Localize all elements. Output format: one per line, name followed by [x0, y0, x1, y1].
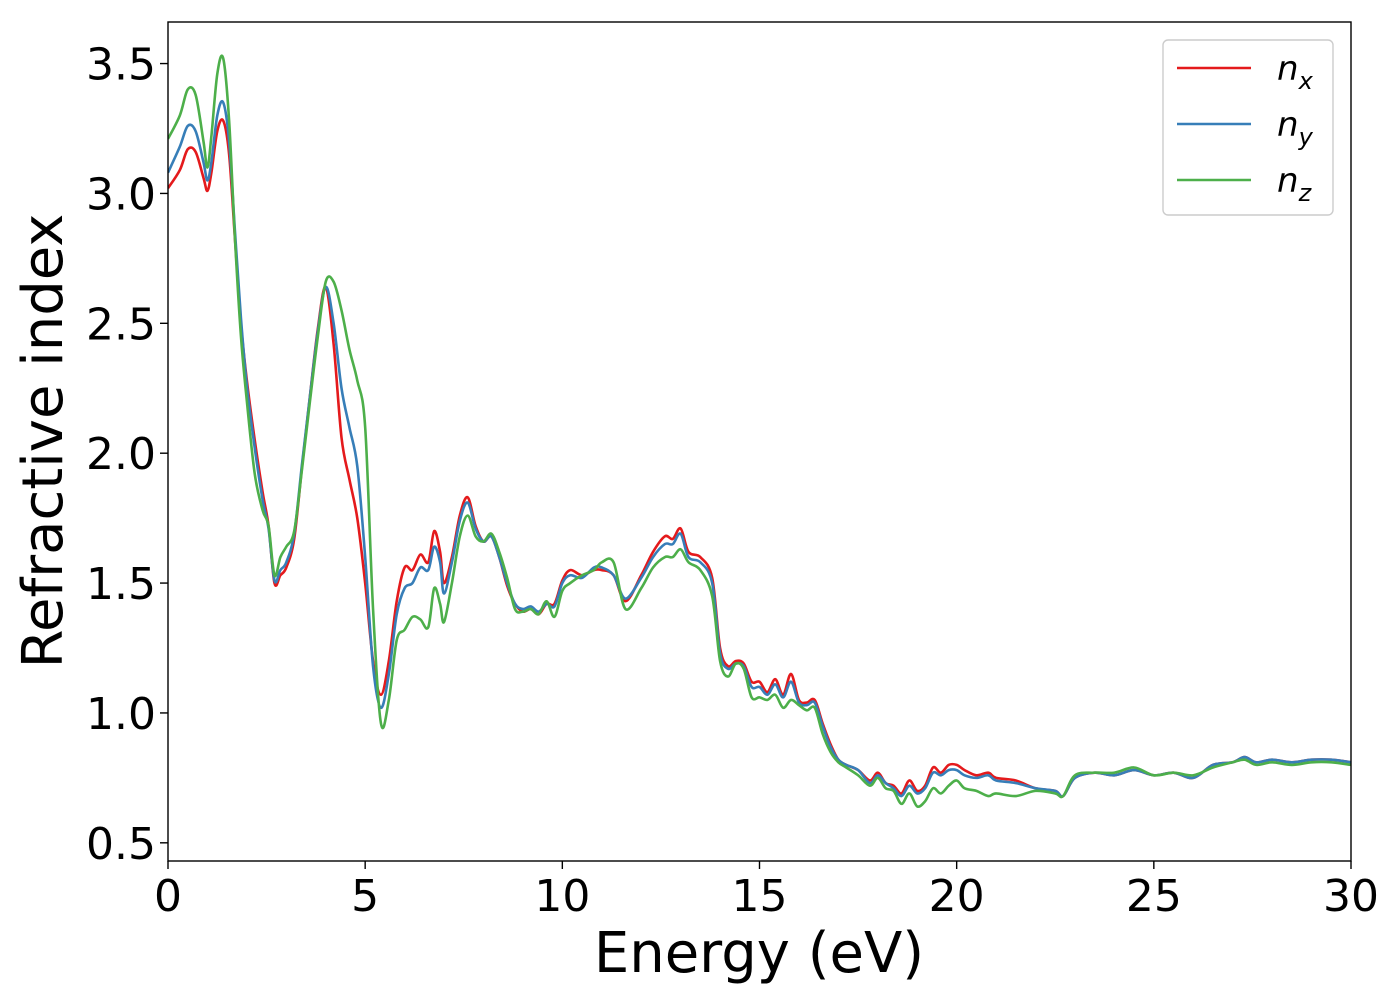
y-tick-label: 2.0 — [86, 429, 156, 480]
series-layer — [168, 54, 1351, 809]
legend-label-x: nx — [1277, 49, 1314, 95]
y-tick-label: 1.0 — [86, 689, 156, 740]
y-tick-label: 0.5 — [86, 819, 156, 870]
legend-label-base: n — [1277, 105, 1299, 145]
x-tick-label: 5 — [351, 871, 379, 922]
legend-label-subscript: z — [1298, 179, 1313, 207]
x-tick-label: 10 — [534, 871, 590, 922]
x-axis: 0 5 10 15 20 25 30 — [154, 861, 1379, 922]
y-axis-label: Refractive index — [11, 214, 76, 669]
legend-label-subscript: x — [1298, 67, 1314, 95]
legend-label-subscript: y — [1298, 123, 1314, 151]
y-tick-label: 3.5 — [86, 40, 156, 91]
x-tick-label: 30 — [1323, 871, 1379, 922]
legend-label-base: n — [1277, 49, 1299, 89]
y-tick-label: 1.5 — [86, 559, 156, 610]
x-tick-label: 25 — [1126, 871, 1182, 922]
x-tick-label: 15 — [732, 871, 788, 922]
y-tick-label: 2.5 — [86, 299, 156, 350]
legend-label-base: n — [1277, 161, 1299, 201]
series-line-z — [168, 54, 1351, 809]
y-axis: 0.5 1.0 1.5 2.0 2.5 3.0 3.5 — [86, 40, 168, 870]
x-axis-label: Energy (eV) — [594, 921, 924, 986]
y-tick-label: 3.0 — [86, 169, 156, 220]
legend-label-y: ny — [1277, 105, 1314, 151]
x-tick-label: 0 — [154, 871, 182, 922]
x-tick-label: 20 — [929, 871, 985, 922]
legend-label-z: nz — [1277, 161, 1313, 207]
legend-box — [1162, 39, 1334, 216]
